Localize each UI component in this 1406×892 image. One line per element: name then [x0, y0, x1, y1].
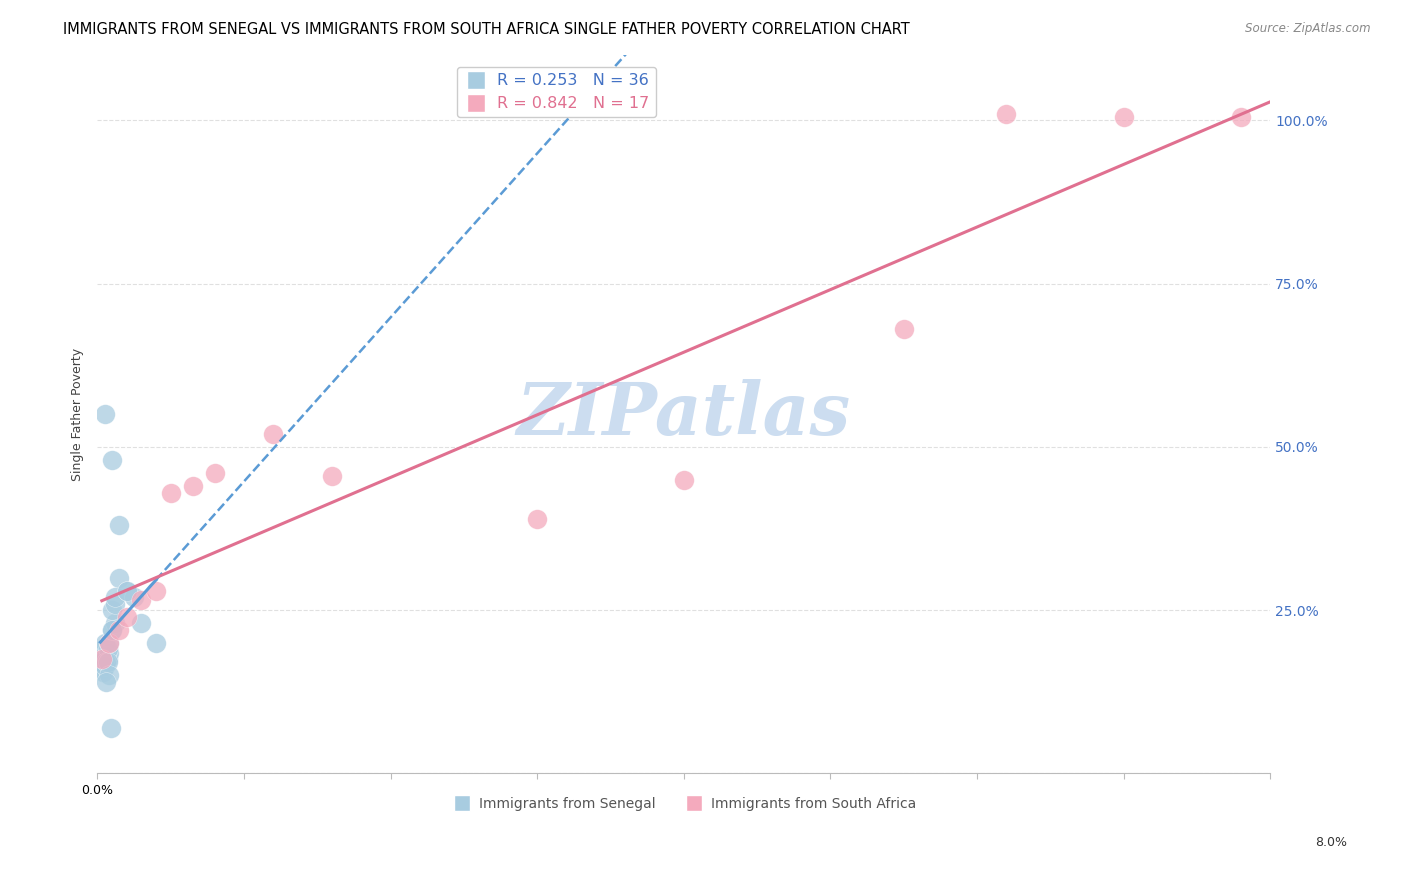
Point	[90, 652, 112, 666]
Point	[1112, 110, 1135, 124]
Point	[94, 658, 117, 673]
Point	[91, 642, 114, 657]
Point	[96, 648, 118, 663]
Point	[98, 668, 121, 682]
Point	[89, 652, 111, 666]
Point	[101, 453, 124, 467]
Point	[104, 597, 127, 611]
Point	[115, 583, 138, 598]
Text: IMMIGRANTS FROM SENEGAL VS IMMIGRANTS FROM SOUTH AFRICA SINGLE FATHER POVERTY CO: IMMIGRANTS FROM SENEGAL VS IMMIGRANTS FR…	[63, 22, 910, 37]
Point	[526, 512, 548, 526]
Point	[98, 636, 121, 650]
Point	[96, 656, 118, 670]
Point	[101, 623, 124, 637]
Point	[893, 322, 915, 336]
Point	[321, 469, 343, 483]
Point	[90, 662, 112, 676]
Point	[96, 675, 118, 690]
Point	[131, 616, 153, 631]
Point	[204, 466, 226, 480]
Point	[91, 652, 114, 666]
Point	[104, 616, 127, 631]
Point	[995, 107, 1018, 121]
Point	[100, 721, 122, 735]
Point	[115, 583, 138, 598]
Point	[145, 636, 167, 650]
Point	[1230, 110, 1253, 124]
Point	[672, 473, 695, 487]
Point	[131, 593, 153, 607]
Text: ZIPatlas: ZIPatlas	[517, 379, 851, 450]
Point	[96, 656, 118, 670]
Point	[97, 652, 120, 666]
Point	[108, 570, 131, 584]
Point	[108, 623, 131, 637]
Point	[101, 623, 124, 637]
Point	[101, 603, 124, 617]
Point	[181, 479, 204, 493]
Text: 8.0%: 8.0%	[1315, 836, 1347, 849]
Point	[94, 407, 117, 421]
Point	[98, 646, 121, 660]
Point	[104, 590, 127, 604]
Point	[262, 426, 284, 441]
Legend: Immigrants from Senegal, Immigrants from South Africa: Immigrants from Senegal, Immigrants from…	[446, 792, 922, 817]
Point	[97, 656, 120, 670]
Point	[97, 642, 120, 657]
Point	[122, 590, 145, 604]
Point	[91, 665, 114, 680]
Point	[90, 648, 112, 663]
Point	[90, 656, 112, 670]
Point	[159, 485, 181, 500]
Point	[108, 518, 131, 533]
Point	[98, 636, 121, 650]
Y-axis label: Single Father Poverty: Single Father Poverty	[72, 348, 84, 481]
Point	[115, 609, 138, 624]
Point	[94, 652, 117, 666]
Text: Source: ZipAtlas.com: Source: ZipAtlas.com	[1246, 22, 1371, 36]
Point	[94, 636, 117, 650]
Point	[145, 583, 167, 598]
